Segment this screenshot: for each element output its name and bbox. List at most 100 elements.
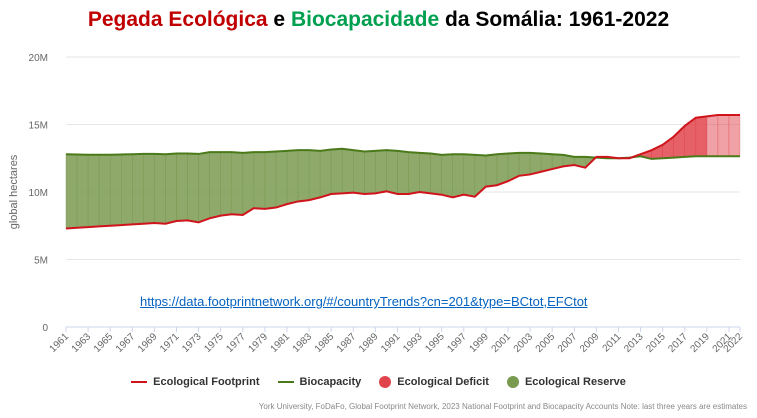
x-tick-label: 2013 xyxy=(622,331,646,355)
x-tick-label: 1981 xyxy=(269,331,293,355)
reserve-area-segment xyxy=(154,153,166,224)
reserve-area-segment xyxy=(496,153,509,186)
x-tick-label: 1977 xyxy=(224,331,248,355)
reserve-area-segment xyxy=(165,153,177,225)
reserve-area-segment xyxy=(76,154,89,229)
reserve-area-segment xyxy=(419,152,431,194)
footprint-line xyxy=(65,114,740,230)
reserve-area-segment xyxy=(176,153,188,222)
reserve-area-segment xyxy=(308,149,321,201)
reserve-area-segment xyxy=(198,151,210,223)
y-tick-label: 5M xyxy=(34,256,48,267)
legend-item-footprint[interactable]: Ecological Footprint xyxy=(131,376,260,388)
x-tick-label: 2019 xyxy=(688,331,712,355)
reserve-area-segment xyxy=(518,152,531,177)
legend-biocapacity-swatch xyxy=(277,381,294,383)
legend-biocapacity-label: Biocapacity xyxy=(299,376,362,388)
y-tick-label: 15M xyxy=(29,121,48,132)
x-tick-label: 1985 xyxy=(313,331,337,355)
reserve-area-segment xyxy=(353,149,365,195)
reserve-area-segment xyxy=(253,151,266,210)
reserve-area-segment xyxy=(441,153,453,198)
legend-footprint-label: Ecological Footprint xyxy=(153,376,260,388)
x-axis: 1961196319651967196919711973197519771979… xyxy=(48,331,746,355)
reserve-area-segment xyxy=(275,150,288,208)
y-tick-label: 0 xyxy=(42,323,48,334)
deficit-area-segment xyxy=(728,114,741,157)
deficit-area-segment xyxy=(695,116,708,157)
x-tick-label: 1969 xyxy=(136,331,160,355)
reserve-area-segment xyxy=(408,151,420,195)
reserve-area-segment xyxy=(364,150,376,195)
reserve-area-segment xyxy=(132,153,144,225)
x-tick-label: 1995 xyxy=(423,331,447,355)
line-layer xyxy=(65,114,740,230)
legend-item-reserve[interactable]: Ecological Reserve xyxy=(506,376,626,388)
x-tick-label: 2011 xyxy=(601,331,624,354)
y-axis: 0 5M 10M 15M 20M xyxy=(29,53,49,334)
title-biocapacity: Biocapacidade xyxy=(290,8,440,31)
x-tick-label: 2005 xyxy=(534,331,558,355)
x-tick-label: 1965 xyxy=(92,331,116,355)
reserve-area-segment xyxy=(485,153,498,187)
x-tick-label: 2009 xyxy=(578,331,602,355)
x-tick-label: 1987 xyxy=(335,331,359,355)
reserve-area-segment xyxy=(264,151,277,210)
title-country: da Somália: 1961-2022 xyxy=(439,8,670,31)
legend-deficit-label: Ecological Deficit xyxy=(397,376,489,388)
area-layer xyxy=(65,114,741,229)
title-and: e xyxy=(267,8,291,31)
credits: York University, FoDaFo, Global Footprin… xyxy=(258,402,747,411)
x-tick-label: 2003 xyxy=(512,331,536,355)
deficit-area-segment xyxy=(706,114,719,157)
deficit-area-segment xyxy=(717,114,730,157)
reserve-area-segment xyxy=(231,151,244,216)
reserve-area-segment xyxy=(242,151,255,216)
legend-reserve-label: Ecological Reserve xyxy=(524,376,626,388)
x-tick-label: 1979 xyxy=(246,331,270,355)
reserve-area-segment xyxy=(397,150,409,195)
reserve-area-segment xyxy=(452,153,465,198)
x-tick-label: 2001 xyxy=(490,331,514,355)
x-tick-label: 1973 xyxy=(180,331,204,355)
x-tick-label: 1997 xyxy=(445,331,469,355)
reserve-area-segment xyxy=(187,153,199,223)
legend-footprint-swatch xyxy=(131,381,148,383)
x-tick-label: 1967 xyxy=(114,331,138,355)
x-tick-label: 1963 xyxy=(70,331,94,355)
legend-item-biocapacity[interactable]: Biocapacity xyxy=(277,376,362,388)
x-tick-label: 1983 xyxy=(291,331,315,355)
reserve-area-segment xyxy=(297,149,310,202)
reserve-area-segment xyxy=(143,153,155,224)
reserve-area-segment xyxy=(330,148,343,195)
reserve-area-segment xyxy=(109,154,122,227)
x-tick-label: 1993 xyxy=(401,331,425,355)
source-link[interactable]: https://data.footprintnetwork.org/#/coun… xyxy=(140,294,588,309)
x-tick-label: 1999 xyxy=(467,331,491,355)
x-tick-label: 1991 xyxy=(379,331,403,355)
legend-deficit-swatch xyxy=(379,376,392,388)
legend: Ecological Footprint Biocapacity Ecologi… xyxy=(0,376,757,388)
x-tick-label: 2015 xyxy=(644,331,668,355)
reserve-area-segment xyxy=(463,153,476,198)
reserve-area-segment xyxy=(319,149,332,198)
x-tick-label: 1971 xyxy=(158,331,182,355)
legend-reserve-swatch xyxy=(506,376,519,388)
reserve-area-segment xyxy=(209,151,221,219)
reserve-area-segment xyxy=(430,153,442,195)
x-tick-label: 1975 xyxy=(202,331,226,355)
reserve-area-segment xyxy=(65,153,78,229)
grid-lines xyxy=(65,56,741,332)
y-tick-label: 20M xyxy=(29,53,48,64)
reserve-area-segment xyxy=(286,149,299,205)
legend-item-deficit[interactable]: Ecological Deficit xyxy=(379,376,489,388)
chart-title: Pegada Ecológica e Biocapacidade da Somá… xyxy=(0,8,757,32)
y-axis-label: global hectares xyxy=(8,154,20,229)
reserve-area-segment xyxy=(375,149,387,194)
x-tick-label: 1989 xyxy=(357,331,381,355)
reserve-area-segment xyxy=(341,148,354,194)
x-tick-label: 2017 xyxy=(666,331,690,355)
reserve-area-segment xyxy=(98,154,111,227)
x-tick-label: 1961 xyxy=(48,331,72,355)
